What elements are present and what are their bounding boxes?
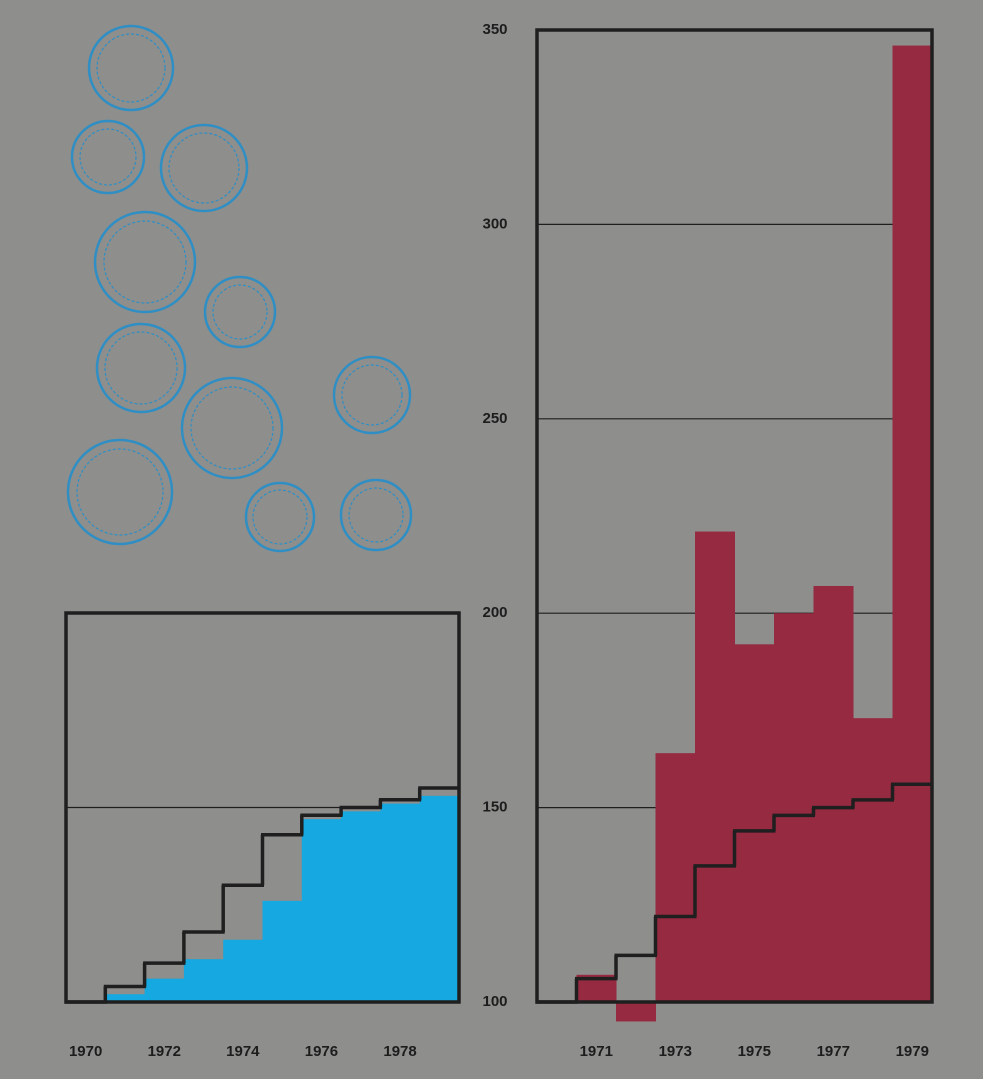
x-tick-label: 1979 (896, 1043, 929, 1060)
x-tick-label: 1970 (69, 1043, 102, 1060)
y-tick-label: 300 (482, 215, 507, 232)
step-bar (380, 803, 421, 1002)
x-tick-label: 1974 (226, 1043, 260, 1060)
step-bar (892, 45, 933, 1002)
step-bar (105, 994, 146, 1002)
y-tick-label: 350 (482, 21, 507, 38)
step-bar (301, 819, 342, 1002)
y-tick-label: 100 (482, 993, 507, 1010)
step-bar (419, 795, 460, 1002)
x-tick-label: 1971 (580, 1043, 613, 1060)
x-tick-label: 1976 (305, 1043, 338, 1060)
x-tick-label: 1978 (383, 1043, 416, 1060)
step-bar (655, 753, 696, 1002)
y-tick-label: 250 (482, 410, 507, 427)
x-tick-label: 1975 (738, 1043, 771, 1060)
x-tick-label: 1972 (148, 1043, 181, 1060)
coins-illustration (66, 24, 413, 553)
step-bar (262, 900, 303, 1002)
step-bar (183, 959, 224, 1002)
step-bar (144, 978, 185, 1002)
step-bar (341, 811, 381, 1002)
y-tick-label: 200 (482, 604, 507, 621)
step-bar (616, 1002, 656, 1022)
step-bar (774, 613, 814, 1002)
y-tick-label: 150 (482, 799, 507, 816)
plot-frame (535, 28, 934, 1004)
step-bar (734, 644, 775, 1002)
plot-frame (64, 611, 461, 1004)
step-bar (813, 585, 854, 1002)
x-tick-label: 1977 (817, 1043, 850, 1060)
step-bar (853, 718, 893, 1002)
x-tick-label: 1973 (659, 1043, 692, 1060)
step-bar (223, 939, 263, 1002)
step-bar (695, 531, 735, 1002)
